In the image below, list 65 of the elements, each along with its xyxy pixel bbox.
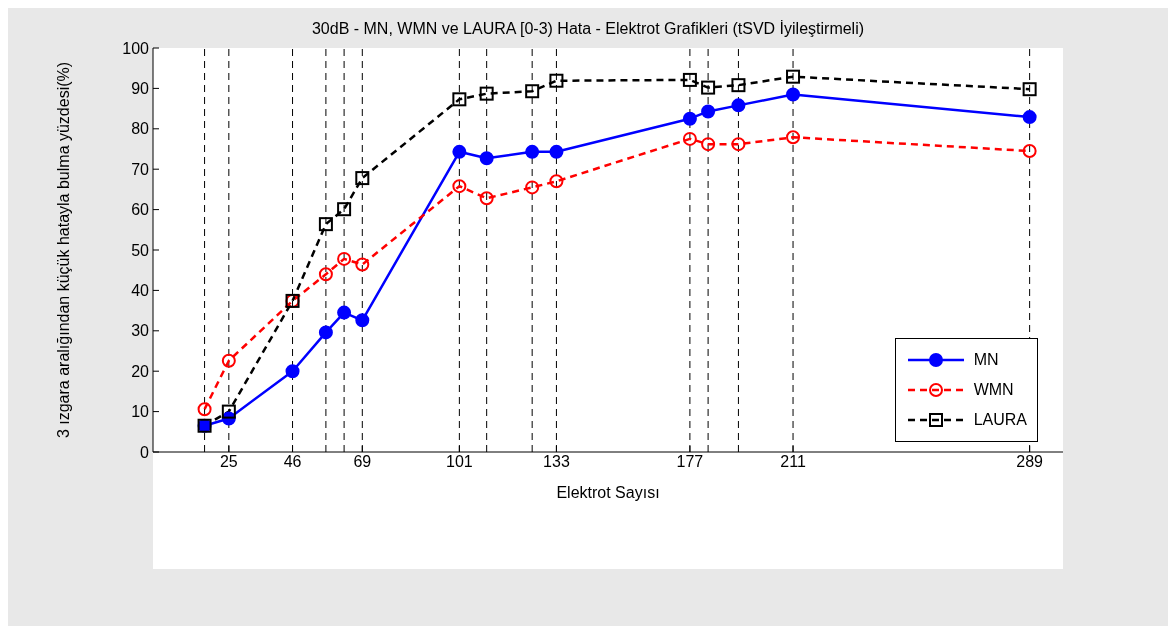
point [549, 144, 564, 159]
x-axis-title: Elektrot Sayısı [556, 484, 660, 501]
point [1022, 144, 1037, 159]
y-tick-label: 100 [122, 39, 150, 57]
x-tick-label: 289 [1016, 453, 1044, 471]
point [682, 72, 697, 87]
y-tick-label: 70 [131, 160, 150, 178]
point [1022, 82, 1037, 97]
point [731, 98, 746, 113]
point [285, 364, 300, 379]
x-tick-label: 133 [543, 453, 570, 471]
y-tick-label: 40 [131, 282, 150, 300]
legend-label: MN [973, 351, 999, 369]
y-axis-title: 3 ızgara aralığından küçük hatayla bulma yüzdesi(%) [54, 61, 72, 439]
point [701, 137, 716, 152]
point [479, 86, 494, 101]
point [452, 179, 467, 194]
point [221, 353, 236, 368]
x-tick-label: 101 [446, 453, 473, 471]
point [701, 80, 716, 95]
y-tick-label: 80 [131, 120, 150, 138]
point [337, 202, 352, 217]
x-tick-label: 25 [219, 453, 238, 471]
point [221, 404, 236, 419]
y-tick-label: 20 [131, 362, 150, 380]
y-tick-label: 60 [131, 201, 150, 219]
point [549, 174, 564, 189]
legend-label: LAURA [973, 411, 1027, 429]
point [786, 69, 801, 84]
point [1022, 110, 1037, 125]
y-tick-label: 10 [131, 403, 150, 421]
point [197, 402, 212, 417]
point [525, 180, 540, 195]
x-tick-label: 177 [676, 453, 704, 471]
point [786, 130, 801, 145]
legend-label: WMN [973, 381, 1014, 399]
point [731, 137, 746, 152]
x-tick-label: 46 [283, 453, 302, 471]
x-tick-label: 211 [780, 453, 806, 471]
point [318, 325, 333, 340]
y-tick-label: 30 [131, 322, 150, 340]
point [452, 92, 467, 107]
point [355, 313, 370, 328]
y-tick-label: 50 [131, 241, 150, 259]
point [318, 217, 333, 232]
point [452, 144, 467, 159]
point [355, 171, 370, 186]
point [731, 78, 746, 93]
point [549, 73, 564, 88]
point [701, 104, 716, 119]
point [337, 251, 352, 266]
point [318, 267, 333, 282]
point [786, 87, 801, 102]
point [355, 257, 370, 272]
point [682, 131, 697, 146]
point [525, 84, 540, 99]
chart-title: 30dB - MN, WMN ve LAURA [0-3) Hata - Elektrot Grafikleri (tSVD İyileştirmeli) [310, 20, 866, 38]
point [337, 305, 352, 320]
y-tick-label: 90 [131, 80, 150, 98]
point [525, 144, 540, 159]
y-tick-label: 0 [140, 443, 150, 461]
x-tick-label: 69 [353, 453, 372, 471]
point [479, 151, 494, 166]
point [479, 191, 494, 206]
point [682, 111, 697, 126]
